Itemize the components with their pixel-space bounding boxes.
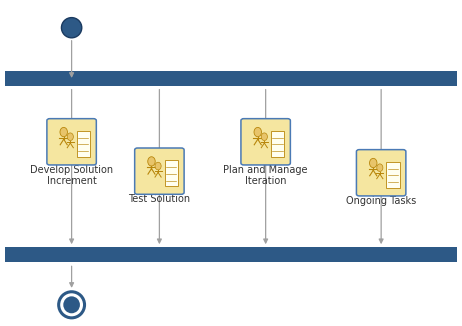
- Ellipse shape: [63, 296, 80, 313]
- FancyBboxPatch shape: [357, 150, 406, 196]
- Ellipse shape: [377, 164, 383, 171]
- Ellipse shape: [61, 18, 82, 38]
- FancyBboxPatch shape: [271, 131, 284, 157]
- Ellipse shape: [59, 292, 85, 318]
- FancyBboxPatch shape: [5, 71, 457, 86]
- Ellipse shape: [67, 133, 73, 141]
- Text: Develop Solution
Increment: Develop Solution Increment: [30, 165, 113, 186]
- Ellipse shape: [370, 158, 377, 168]
- Ellipse shape: [261, 133, 267, 141]
- FancyBboxPatch shape: [5, 247, 457, 262]
- FancyBboxPatch shape: [77, 131, 90, 157]
- FancyBboxPatch shape: [47, 119, 96, 165]
- Text: Ongoing Tasks: Ongoing Tasks: [346, 196, 416, 206]
- Ellipse shape: [60, 127, 67, 137]
- Ellipse shape: [148, 157, 155, 166]
- FancyBboxPatch shape: [135, 148, 184, 194]
- Ellipse shape: [155, 162, 161, 170]
- FancyBboxPatch shape: [386, 162, 400, 188]
- FancyBboxPatch shape: [164, 160, 178, 186]
- Text: Plan and Manage
Iteration: Plan and Manage Iteration: [224, 165, 308, 186]
- Ellipse shape: [254, 127, 261, 137]
- Text: Test Solution: Test Solution: [128, 194, 190, 204]
- FancyBboxPatch shape: [241, 119, 290, 165]
